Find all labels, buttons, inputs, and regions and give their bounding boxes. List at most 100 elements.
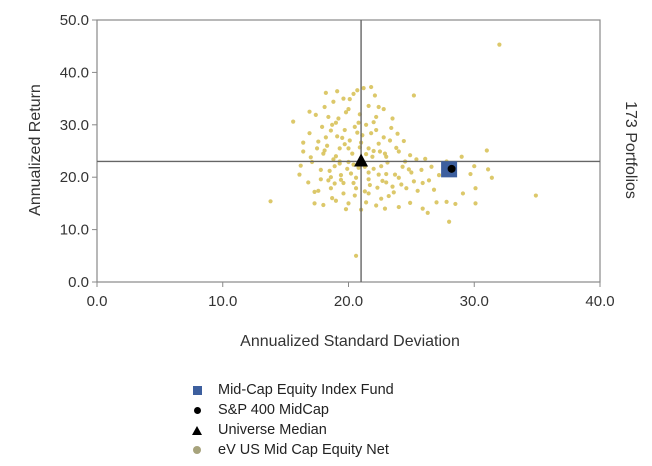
- portfolio-count-label: 173 Portfolios: [622, 101, 639, 199]
- universe-point: [325, 143, 330, 148]
- universe-point: [426, 178, 432, 183]
- universe-point: [351, 180, 356, 186]
- universe-point: [387, 138, 393, 143]
- universe-point: [372, 93, 378, 98]
- universe-point: [489, 175, 494, 180]
- universe-point: [322, 104, 327, 110]
- universe-point: [321, 202, 326, 208]
- y-axis-ticks: 0.0 10.0 20.0 30.0 40.0 50.0: [60, 12, 97, 291]
- universe-point: [327, 168, 332, 174]
- universe-point: [411, 93, 416, 98]
- universe-point: [371, 148, 376, 154]
- universe-point: [343, 110, 349, 115]
- universe-point: [346, 146, 351, 151]
- universe-point: [322, 148, 327, 153]
- universe-point: [389, 125, 394, 131]
- universe-point: [382, 151, 388, 156]
- universe-point: [319, 124, 325, 129]
- universe-point: [356, 165, 361, 170]
- universe-point: [331, 157, 336, 162]
- universe-point: [436, 173, 442, 178]
- universe-point: [346, 201, 351, 206]
- universe-point: [331, 99, 336, 104]
- universe-point: [396, 175, 401, 180]
- universe-point: [348, 171, 354, 176]
- universe-point: [386, 193, 391, 199]
- universe-point: [371, 120, 376, 125]
- universe-point: [350, 151, 355, 156]
- universe-point: [341, 96, 346, 101]
- universe-point: [328, 128, 333, 133]
- universe-point: [473, 201, 478, 206]
- universe-point: [447, 219, 452, 224]
- universe-point: [366, 191, 371, 196]
- median-marker: [354, 153, 369, 167]
- universe-point: [298, 163, 303, 168]
- universe-point: [396, 204, 401, 210]
- x-axis-label: Annualized Standard Deviation: [240, 333, 460, 350]
- x-tick-label: 20.0: [334, 293, 363, 310]
- legend-label: Universe Median: [218, 422, 327, 438]
- universe-point: [332, 164, 337, 169]
- universe-point: [409, 170, 414, 175]
- universe-point: [314, 146, 320, 151]
- universe-point: [301, 149, 306, 154]
- universe-point: [353, 175, 359, 180]
- universe-point: [318, 167, 323, 172]
- universe-point: [390, 116, 395, 121]
- benchmark-marker: [447, 164, 456, 173]
- universe-point: [408, 153, 413, 158]
- y-tick-label: 50.0: [60, 12, 89, 29]
- y-tick-label: 0.0: [68, 274, 89, 291]
- universe-point: [497, 42, 502, 47]
- universe-point: [356, 120, 361, 125]
- triangle-marker-icon: [188, 423, 206, 437]
- y-tick-label: 10.0: [60, 222, 89, 239]
- universe-point: [366, 170, 371, 175]
- universe-point: [335, 134, 340, 139]
- universe-point: [345, 166, 350, 171]
- universe-point: [323, 90, 328, 95]
- universe-point: [364, 152, 369, 157]
- universe-point: [332, 181, 337, 186]
- universe-point: [376, 104, 381, 110]
- legend-item-universe: eV US Mid Cap Equity Net: [188, 440, 394, 460]
- universe-point: [396, 149, 401, 154]
- universe-point: [384, 154, 389, 159]
- universe-point: [308, 155, 313, 160]
- y-tick-label: 30.0: [60, 117, 89, 134]
- universe-point: [370, 154, 375, 159]
- legend-item-index-fund: Mid-Cap Equity Index Fund: [188, 380, 394, 400]
- universe-point: [444, 199, 449, 204]
- universe-point: [375, 185, 380, 190]
- universe-point: [338, 177, 344, 182]
- universe-point: [323, 135, 328, 140]
- universe-point: [355, 88, 360, 93]
- universe-point: [408, 200, 413, 205]
- universe-point: [337, 161, 342, 166]
- x-axis-ticks: 0.0 10.0 20.0 30.0 40.0: [87, 282, 615, 310]
- x-tick-label: 40.0: [585, 293, 614, 310]
- universe-point: [342, 127, 347, 133]
- universe-point: [374, 114, 379, 120]
- universe-point: [352, 124, 357, 129]
- universe-point: [380, 178, 385, 183]
- universe-point: [394, 145, 399, 150]
- chart-legend: Mid-Cap Equity Index Fund S&P 400 MidCap…: [188, 380, 394, 460]
- universe-point: [459, 154, 464, 159]
- universe-point: [340, 135, 345, 140]
- universe-point: [301, 140, 306, 145]
- universe-point: [341, 191, 346, 196]
- universe-point: [400, 164, 405, 169]
- universe-point: [431, 187, 437, 192]
- universe-point: [381, 135, 386, 140]
- universe-point: [336, 116, 341, 121]
- universe-point: [355, 130, 360, 135]
- universe-point: [352, 193, 357, 198]
- universe-point: [390, 184, 395, 189]
- universe-point: [414, 157, 419, 162]
- scatter-chart: 0.0 10.0 20.0 30.0 40.0 0.0 10.0 20.0 30.0 40.0 5…: [27, 12, 639, 350]
- universe-point: [366, 146, 371, 151]
- universe-point: [384, 171, 389, 177]
- universe-point: [347, 138, 352, 143]
